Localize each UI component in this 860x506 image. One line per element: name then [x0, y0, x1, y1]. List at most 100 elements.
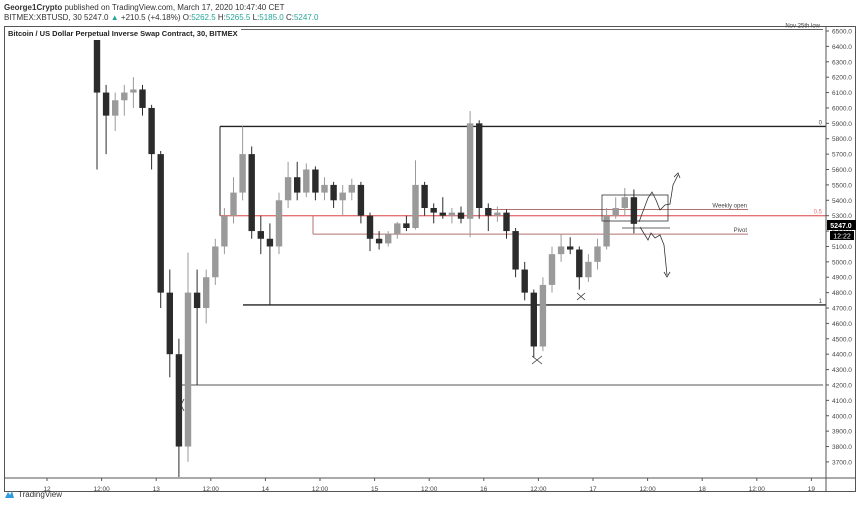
candle-body [512, 231, 519, 270]
candle [585, 254, 592, 282]
candle [548, 246, 556, 293]
candle-body [521, 269, 528, 293]
change: +210.5 (+4.18%) [120, 13, 181, 22]
y-tick-label: 6500.0 [832, 29, 852, 36]
chart-frame [4, 26, 856, 492]
candle-body [166, 292, 173, 355]
y-tick-label: 4200.0 [832, 382, 852, 389]
candle-body [203, 277, 210, 309]
candle [412, 160, 419, 230]
candle [284, 161, 292, 208]
candle-body [248, 154, 255, 232]
candle [485, 203, 492, 232]
price-badge-bg [827, 220, 856, 230]
y-tick-label: 6300.0 [832, 59, 852, 66]
bullish-path-arrow [638, 174, 679, 223]
candle [539, 277, 547, 352]
candle-body [239, 154, 246, 193]
y-tick-label: 4600.0 [832, 321, 852, 328]
candle [303, 163, 310, 198]
candle [594, 238, 601, 270]
x-tick-label: 12:00 [639, 486, 656, 493]
symbol-info: BITMEX:XBTUSD, 30 5247.0 ▲ +210.5 (+4.18… [4, 13, 318, 22]
x-tick-label: 16 [480, 486, 488, 493]
low-value: 5185.0 [259, 13, 284, 22]
candle-body [184, 292, 192, 447]
y-tick-label: 5000.0 [832, 259, 852, 266]
candle-body [603, 215, 610, 247]
candle [503, 209, 510, 239]
candle [148, 104, 155, 170]
y-tick-label: 4300.0 [832, 367, 852, 374]
low-label: L: [252, 13, 260, 22]
bearish-path-arrow [639, 226, 668, 276]
candle-body [385, 234, 392, 244]
candle-body [503, 212, 510, 232]
candle-body [403, 223, 410, 228]
candle-body [275, 200, 283, 247]
y-tick-label: 5500.0 [832, 182, 852, 189]
y-tick-label: 4900.0 [832, 275, 852, 282]
y-tick-label: 6200.0 [832, 75, 852, 82]
y-tick-label: 5800.0 [832, 136, 852, 143]
candle [266, 223, 274, 305]
candle [357, 181, 365, 224]
high-value: 5265.5 [225, 13, 251, 22]
candle-body [312, 169, 319, 193]
close-value: 5247.0 [293, 13, 319, 22]
candle [330, 181, 337, 208]
tradingview-logo-icon [5, 491, 14, 498]
candle [494, 206, 501, 222]
candle-body [102, 92, 110, 116]
candle [612, 197, 619, 219]
candle-body [412, 184, 419, 228]
candle-body [594, 246, 601, 262]
candle-body [112, 100, 119, 116]
candle-body [121, 92, 128, 101]
candle [239, 126, 246, 201]
candle [321, 177, 328, 201]
x-tick-label: 13 [153, 486, 161, 493]
candle-body [439, 212, 446, 216]
open-value: 5262.5 [191, 13, 216, 22]
bullish-arrow-head [673, 172, 681, 179]
candle [576, 246, 583, 290]
fib-0-level-label: 0 [819, 120, 823, 126]
candle-body [212, 246, 219, 278]
x-tick-label: 12 [43, 486, 51, 493]
candle [248, 146, 255, 239]
candle [275, 192, 283, 255]
up-arrow-icon: ▲ [110, 13, 119, 22]
candle [567, 237, 574, 255]
candle [348, 178, 355, 201]
tradingview-logo[interactable]: TradingView [4, 490, 62, 499]
candle-body [294, 177, 301, 193]
x-tick-label: 12:00 [530, 486, 547, 493]
brand-name: TradingView [18, 490, 63, 499]
candle [184, 252, 192, 462]
x-tick-label: 18 [699, 486, 707, 493]
x-tick-label: 19 [808, 486, 816, 493]
y-tick-label: 6100.0 [832, 90, 852, 97]
close-label: C: [285, 13, 294, 22]
x-tick-label: 12:00 [203, 486, 220, 493]
x-mark-icon [576, 292, 586, 301]
candle-body [621, 197, 628, 208]
candle-body [303, 169, 310, 193]
drawings [177, 172, 681, 412]
candle-body [394, 223, 401, 235]
candle [439, 197, 446, 219]
countdown-badge: 12:22 [833, 234, 851, 241]
author[interactable]: George1Crypto [4, 3, 63, 12]
candle-body [348, 184, 355, 193]
candle [339, 184, 346, 216]
candle-body [339, 192, 346, 201]
y-tick-label: 5600.0 [832, 167, 852, 174]
candle [93, 27, 101, 170]
candle [121, 84, 128, 116]
candle-body [157, 154, 164, 293]
y-tick-label: 5100.0 [832, 244, 852, 251]
y-tick-label: 4700.0 [832, 306, 852, 313]
candle [476, 120, 483, 219]
